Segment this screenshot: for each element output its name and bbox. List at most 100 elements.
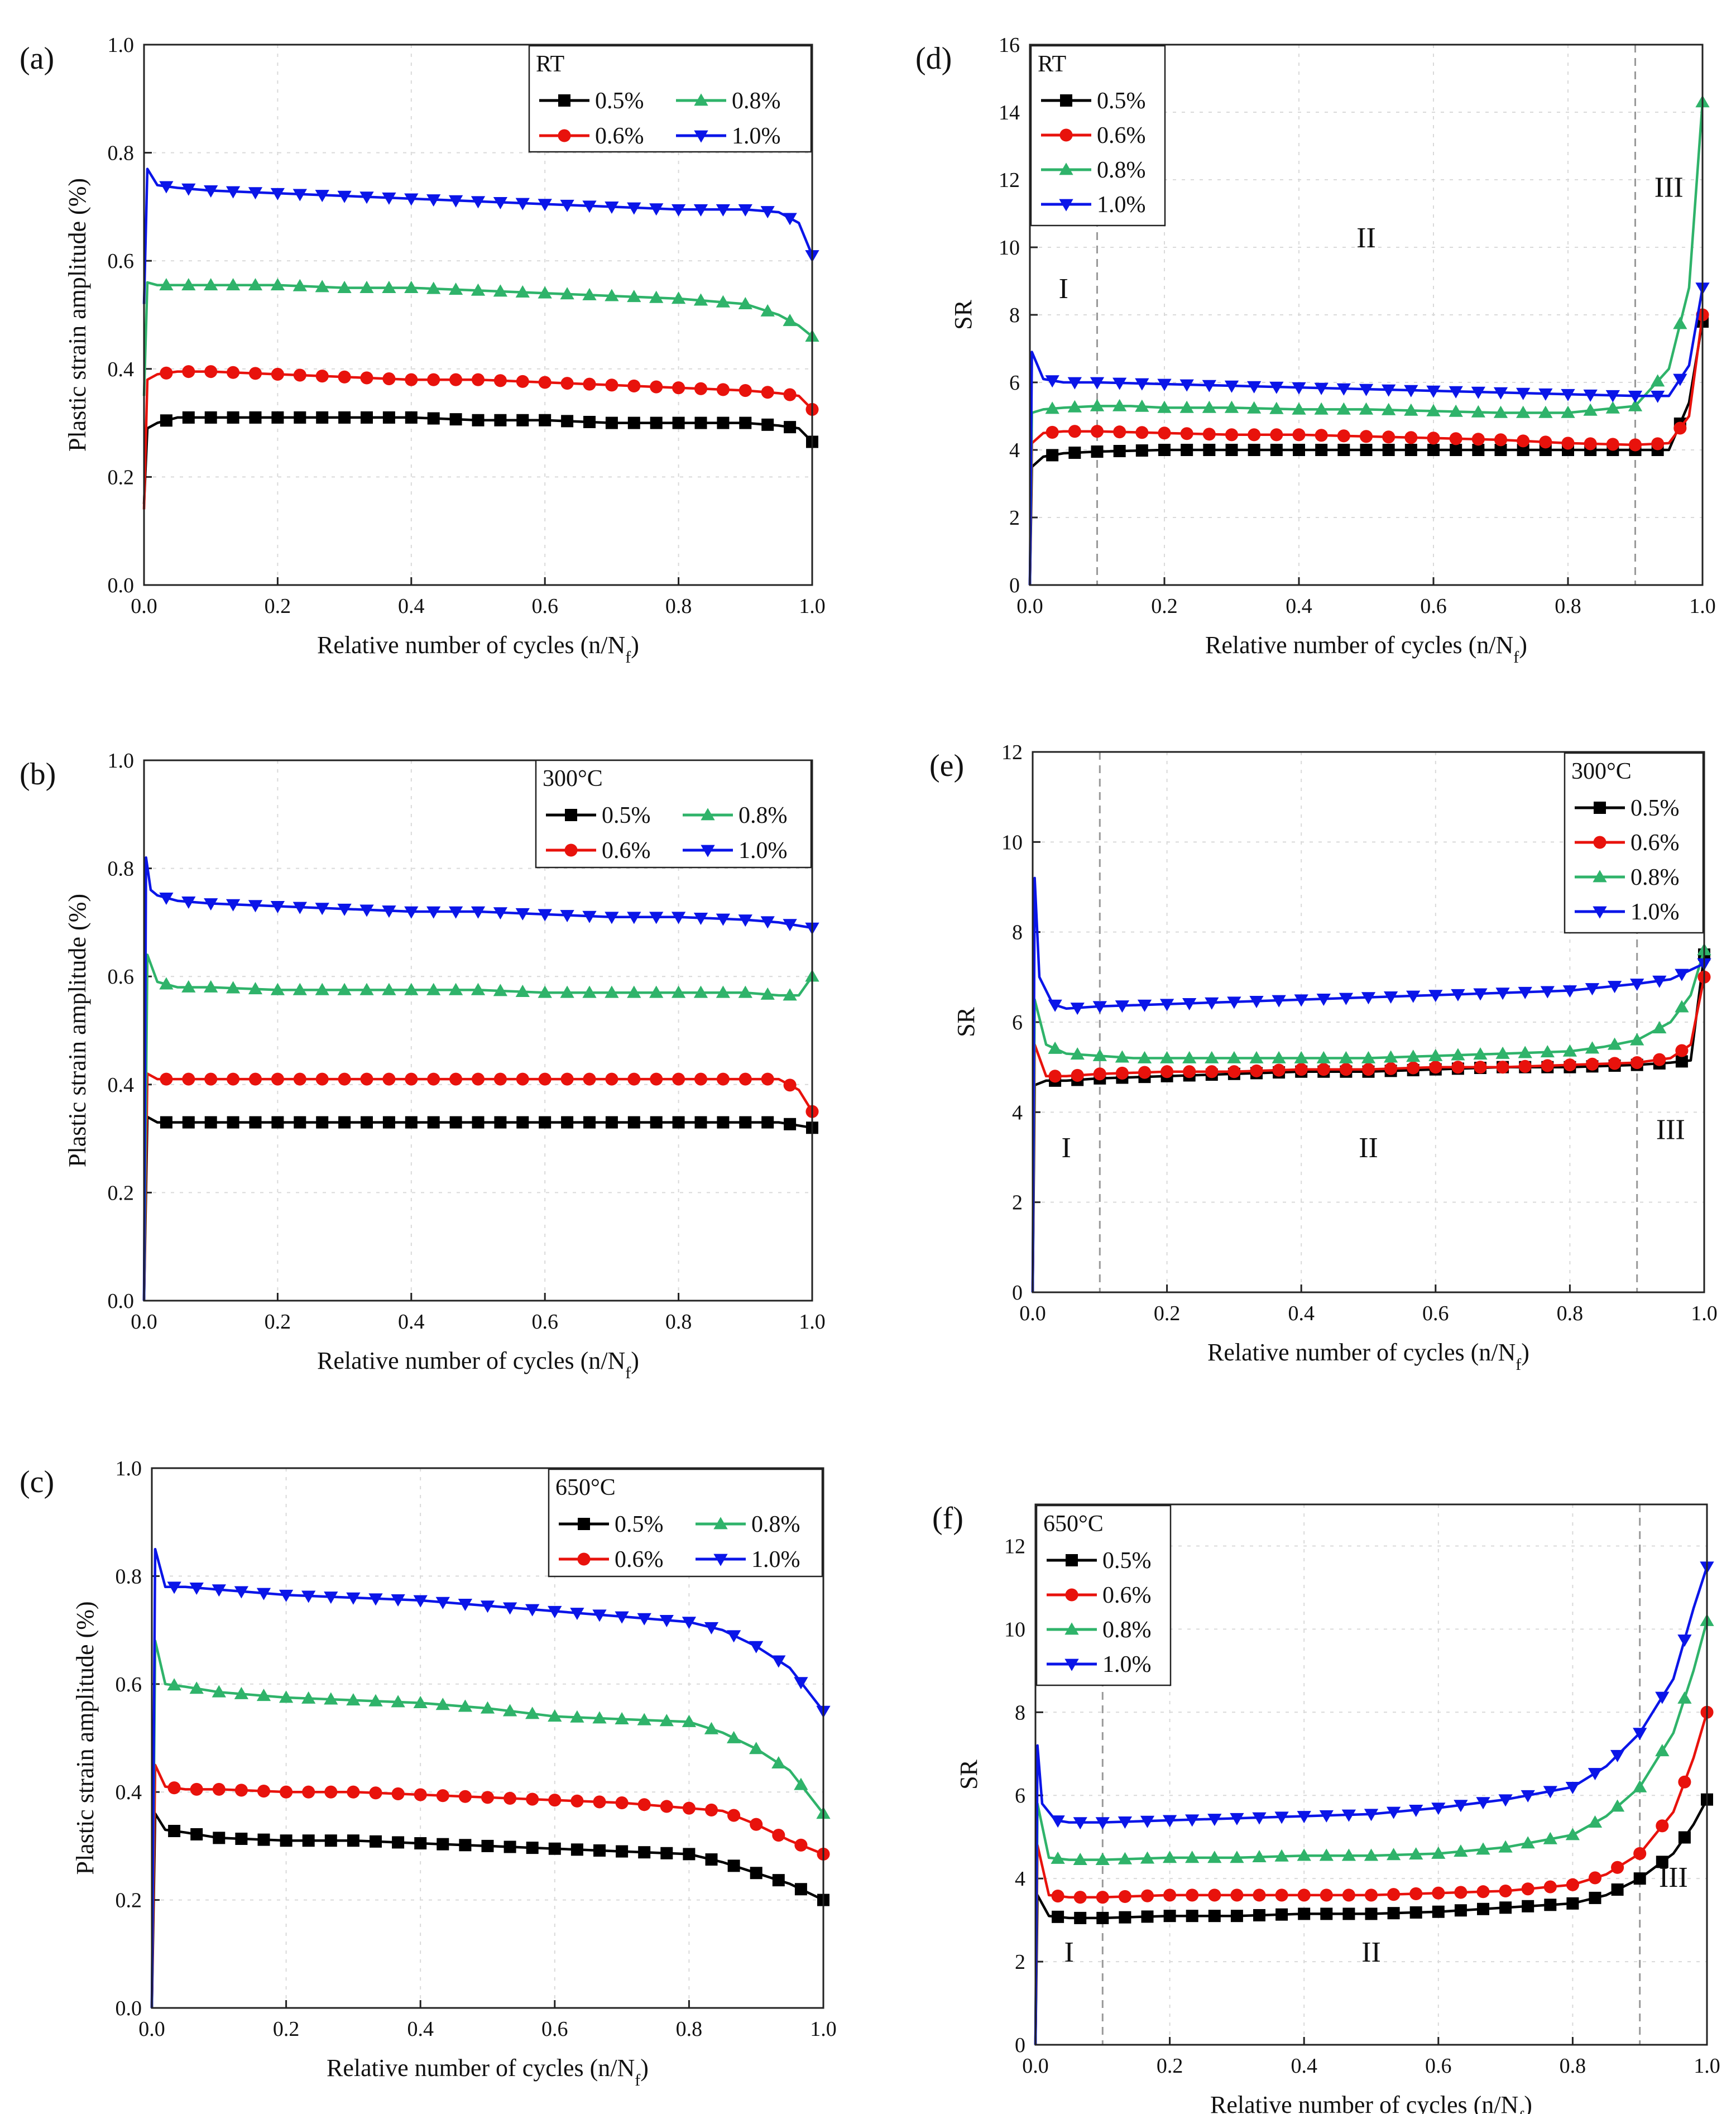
series-marker xyxy=(1275,1908,1288,1921)
series-marker xyxy=(593,1795,606,1809)
series-marker xyxy=(1673,373,1687,386)
series-marker xyxy=(717,416,730,429)
series-1-0pct xyxy=(1031,876,1711,1293)
series-marker xyxy=(1631,1056,1644,1070)
y-tick-label: 0.4 xyxy=(108,1073,135,1097)
legend-title: 300°C xyxy=(1571,759,1632,784)
series-marker xyxy=(1045,401,1059,414)
series-marker xyxy=(694,1072,708,1086)
series-marker xyxy=(1404,403,1418,416)
series-marker xyxy=(1249,996,1264,1009)
series-marker xyxy=(1336,383,1351,396)
y-tick-label: 0 xyxy=(1012,1281,1023,1305)
region-label-II: II xyxy=(1361,1936,1381,1968)
legend-swatch-marker xyxy=(558,94,570,107)
x-tick-label: 0.0 xyxy=(1019,1302,1046,1325)
series-marker xyxy=(1319,1848,1334,1861)
series-marker xyxy=(448,982,463,995)
legend-swatch-marker xyxy=(694,93,708,106)
series-marker xyxy=(750,1867,763,1880)
series-marker xyxy=(1207,1814,1222,1827)
series-marker xyxy=(583,415,596,428)
series-marker xyxy=(1113,445,1126,458)
series-marker xyxy=(1359,430,1373,443)
y-tick-label: 0 xyxy=(1009,574,1020,597)
series-marker xyxy=(1051,1815,1065,1828)
series-marker xyxy=(1606,438,1619,451)
series-marker xyxy=(1494,433,1508,447)
series-marker xyxy=(1585,983,1600,996)
series-marker xyxy=(1315,444,1328,456)
series-marker xyxy=(1070,1003,1085,1015)
series-marker xyxy=(515,198,530,210)
series-0-5pct xyxy=(1028,315,1709,586)
series-marker xyxy=(784,1118,797,1130)
series-marker xyxy=(605,985,619,998)
panel-label: (c) xyxy=(20,1465,54,1499)
series-marker xyxy=(493,284,508,297)
series-marker xyxy=(1382,384,1396,397)
series-marker xyxy=(1585,1057,1599,1071)
series-marker xyxy=(368,1593,383,1606)
series-marker xyxy=(449,1072,463,1086)
x-tick-label: 0.6 xyxy=(541,2017,568,2041)
series-marker xyxy=(1158,444,1171,456)
series-marker xyxy=(1476,1842,1490,1855)
series-marker xyxy=(1205,1065,1219,1078)
series-marker xyxy=(1135,399,1149,412)
series-0-8pct xyxy=(1031,943,1711,1293)
series-marker xyxy=(739,1116,752,1129)
series-line xyxy=(142,856,813,1301)
series-marker xyxy=(159,278,174,291)
y-axis-title: Plastic strain amplitude (%) xyxy=(64,178,91,452)
series-marker xyxy=(538,985,552,998)
legend-label: 0.8% xyxy=(732,88,781,114)
series-marker xyxy=(1270,444,1283,456)
y-tick-label: 0.2 xyxy=(108,466,135,489)
legend-swatch-marker xyxy=(1059,199,1073,212)
series-marker xyxy=(1565,1828,1580,1840)
series-marker xyxy=(360,1072,373,1086)
series-marker xyxy=(404,982,419,995)
series-marker xyxy=(448,906,463,919)
series-marker xyxy=(471,373,485,386)
series-marker xyxy=(494,414,507,426)
series-marker xyxy=(605,1116,618,1129)
series-marker xyxy=(1227,1051,1241,1063)
series-marker xyxy=(1183,1065,1196,1078)
series-marker xyxy=(449,413,462,426)
x-tick-label: 0.2 xyxy=(1151,595,1178,618)
x-tick-label: 0.4 xyxy=(1288,1302,1315,1325)
series-marker xyxy=(292,982,307,995)
series-marker xyxy=(794,1777,808,1790)
series-1-0pct xyxy=(1034,1561,1714,2045)
series-marker xyxy=(167,1581,181,1594)
y-tick-label: 0.0 xyxy=(108,574,135,597)
series-marker xyxy=(561,415,574,428)
series-marker xyxy=(1495,988,1510,1000)
series-marker xyxy=(1292,382,1306,395)
series-marker xyxy=(316,411,329,424)
series-marker xyxy=(694,382,708,395)
series-0-6pct xyxy=(150,1763,830,2008)
series-marker xyxy=(548,1605,562,1618)
series-marker xyxy=(583,1116,596,1129)
series-marker xyxy=(561,1116,574,1129)
series-marker xyxy=(605,416,618,429)
series-marker xyxy=(760,206,775,219)
series-marker xyxy=(694,1116,707,1129)
y-tick-label: 4 xyxy=(1015,1867,1025,1891)
series-marker xyxy=(404,906,419,919)
series-marker xyxy=(190,1828,203,1840)
x-tick-label: 0.8 xyxy=(665,595,692,618)
plot-frame xyxy=(1034,1503,1708,2046)
series-marker xyxy=(1540,986,1555,999)
y-tick-label: 0.0 xyxy=(108,1290,135,1313)
series-marker xyxy=(1046,425,1059,439)
series-marker xyxy=(738,384,752,397)
series-marker xyxy=(1160,1065,1174,1078)
series-marker xyxy=(1517,434,1530,448)
series-marker xyxy=(1224,380,1239,393)
series-marker xyxy=(1605,390,1620,402)
series-marker xyxy=(204,365,218,378)
